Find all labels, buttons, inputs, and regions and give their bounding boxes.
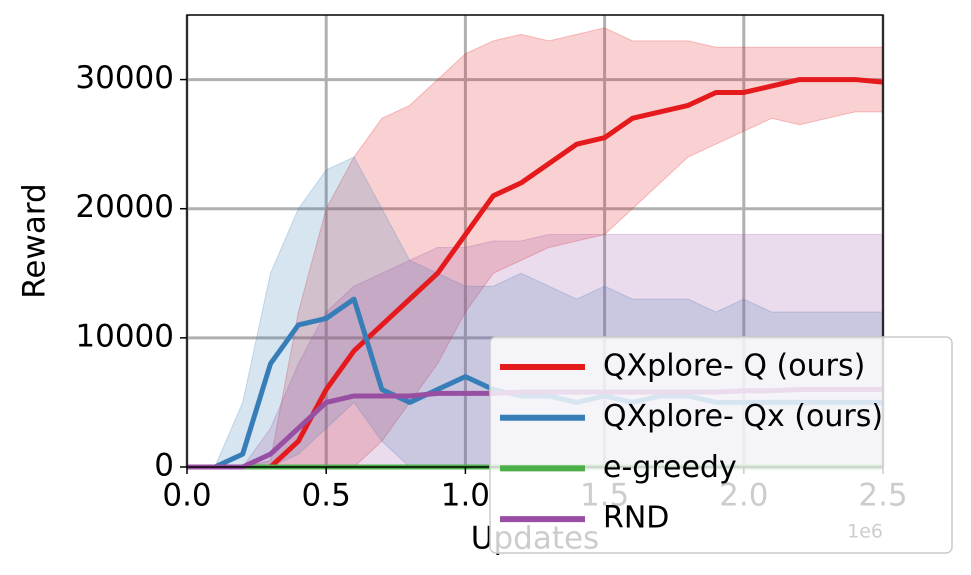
legend-label: e-greedy bbox=[603, 450, 737, 485]
legend-label: QXplore- Q (ours) bbox=[603, 349, 865, 384]
x-tick-label: 0.0 bbox=[162, 478, 211, 514]
y-tick-label: 20000 bbox=[75, 189, 174, 225]
x-tick-label: 0.5 bbox=[302, 478, 351, 514]
x-tick-label: 1.0 bbox=[441, 478, 490, 514]
legend-box bbox=[489, 336, 953, 554]
y-tick-label: 10000 bbox=[75, 318, 174, 354]
series-line bbox=[187, 77, 884, 470]
y-axis-label: Reward bbox=[17, 183, 53, 298]
y-tick-label: 30000 bbox=[75, 60, 174, 96]
legend-label: RND bbox=[603, 501, 669, 536]
y-tick-label: 0 bbox=[154, 448, 174, 484]
legend-label: QXplore- Qx (ours) bbox=[603, 399, 883, 434]
legend: QXplore- Q (ours) QXplore- Qx (ours) e-gre… bbox=[489, 336, 953, 554]
